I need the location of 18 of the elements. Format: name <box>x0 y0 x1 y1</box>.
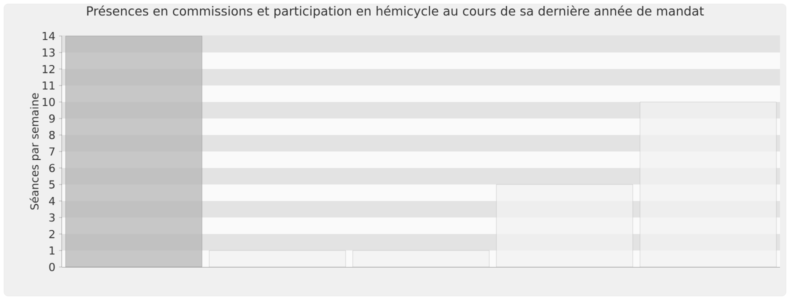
y-tick-label: 12 <box>42 64 54 74</box>
y-tick-label: 13 <box>42 48 55 57</box>
y-tick-label: 5 <box>49 180 55 189</box>
chart-title: Présences en commissions et participation en hémicycle au cours de sa dernière année de mandat <box>87 6 704 18</box>
y-tick-label: 4 <box>49 197 55 205</box>
y-tick-label: 9 <box>49 114 55 123</box>
y-tick-label: 8 <box>49 130 55 140</box>
y-tick-label: 1 <box>50 246 54 254</box>
y-tick-label: 14 <box>42 32 55 40</box>
y-tick-label: 0 <box>49 262 55 272</box>
bar <box>65 36 202 268</box>
y-tick-label: 3 <box>49 213 55 222</box>
y-tick-label: 2 <box>49 230 54 238</box>
y-tick-label: 7 <box>49 148 55 156</box>
y-tick-label: 10 <box>42 98 55 106</box>
y-tick-label: 6 <box>49 164 55 172</box>
y-tick-label: 11 <box>42 82 54 90</box>
y-axis-title: Séances par semaine <box>30 93 41 210</box>
